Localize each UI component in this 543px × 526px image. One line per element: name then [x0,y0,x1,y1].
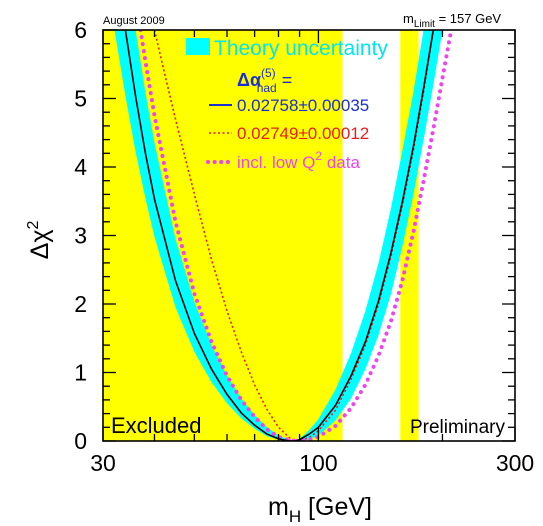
y-tick-label: 2 [74,291,87,317]
x-axis-label-unit: [GeV] [301,493,372,521]
legend-band-swatch [186,38,210,55]
legend-entry-label: 0.02758±0.00035 [237,96,369,115]
mass-limit-prefix: m [403,11,414,26]
legend-header-suffix: = [277,70,293,90]
y-tick-label: 0 [74,428,87,454]
legend-entry-label: 0.02749±0.00012 [237,124,369,143]
x-tick-label: 30 [90,450,116,476]
y-tick-label: 6 [74,17,87,43]
preliminary-label: Preliminary [410,417,506,438]
x-axis-label: mH [GeV] [268,493,372,526]
x-tick-label: 300 [496,450,534,476]
legend-header: Δα(5) had = [237,66,292,95]
x-tick-labels: 30 100 300 [90,450,534,476]
series-line-red-dotted [153,30,435,441]
y-tick-label: 4 [74,154,87,180]
y-axis-label-sup: 2 [25,221,42,230]
mass-limit-sub: Limit [414,19,435,30]
legend-entry-label-main: incl. low Q [237,153,315,172]
y-tick-label: 5 [74,86,87,112]
y-tick-label: 3 [74,223,87,249]
date-note: August 2009 [103,15,165,27]
y-axis-label-main: Δχ [26,230,54,260]
excluded-label: Excluded [111,413,202,438]
legend-entry-label: incl. low Q2 data [237,149,360,172]
mass-limit-suffix: = 157 GeV [435,11,501,26]
y-tick-label: 1 [74,360,87,386]
series-line-magenta-right [287,30,454,441]
legend-header-main: Δα [237,70,261,90]
legend-band-label: Theory uncertainty [214,37,388,60]
axis-ticks [102,29,516,442]
legend-header-sub: had [257,81,277,95]
legend: Theory uncertainty Δα(5) had = 0.02758±0.… [186,37,388,172]
legend-entry-label-suffix: data [322,153,360,172]
y-axis-label: Δχ2 [25,221,54,260]
x-axis-label-sub: H [289,507,301,526]
legend-header-sup: (5) [261,66,276,80]
series-line-central [124,30,435,441]
x-axis-label-main: m [268,493,289,521]
x-tick-label: 100 [299,450,337,476]
y-tick-labels: 0 1 2 3 4 5 6 [74,17,87,454]
mass-limit-note: mLimit = 157 GeV [403,11,501,30]
legend-entry-label-sup: 2 [315,149,322,163]
